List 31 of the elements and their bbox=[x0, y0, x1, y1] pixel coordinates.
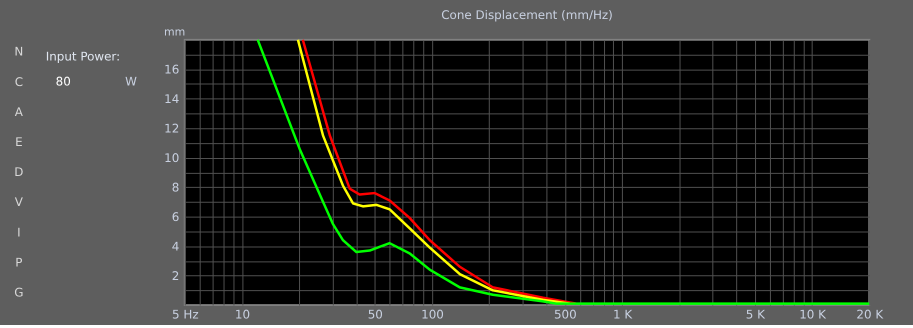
x-tick-label: 5 K bbox=[746, 307, 766, 322]
y-tick-label: 14 bbox=[164, 92, 180, 106]
text: I bbox=[17, 225, 21, 240]
x-tick-label: 10 bbox=[234, 307, 250, 322]
y-axis-title: mm bbox=[164, 25, 186, 38]
y-tick-label: 12 bbox=[164, 122, 180, 136]
x-tick-label: 100 bbox=[421, 307, 444, 322]
y-tick-label: 16 bbox=[164, 62, 180, 77]
y-tick-label: 4 bbox=[172, 240, 180, 254]
chart-title: Cone Displacement (mm/Hz) bbox=[441, 8, 613, 22]
text: 80 bbox=[56, 74, 71, 89]
y-tick-label: 10 bbox=[164, 151, 180, 166]
x-tick-label: 5 Hz bbox=[172, 307, 199, 322]
text: A bbox=[14, 104, 24, 119]
x-tick-label: 1 K bbox=[612, 307, 634, 322]
text: N bbox=[14, 44, 24, 59]
x-tick-label: 20 K bbox=[856, 307, 884, 322]
text: Input Power: bbox=[46, 50, 120, 64]
y-tick-label: 6 bbox=[172, 210, 180, 224]
text: V bbox=[14, 195, 24, 210]
text: G bbox=[14, 286, 24, 300]
text: C bbox=[14, 74, 24, 89]
x-tick-label: 10 K bbox=[799, 307, 828, 322]
x-tick-label: 50 bbox=[368, 307, 383, 322]
x-tick-label: 500 bbox=[554, 307, 577, 322]
y-tick-label: 8 bbox=[172, 180, 180, 195]
y-tick-label: 2 bbox=[172, 269, 180, 284]
text: W bbox=[125, 74, 138, 89]
text: P bbox=[15, 255, 22, 270]
text: D bbox=[14, 165, 24, 180]
text: E bbox=[15, 135, 23, 150]
